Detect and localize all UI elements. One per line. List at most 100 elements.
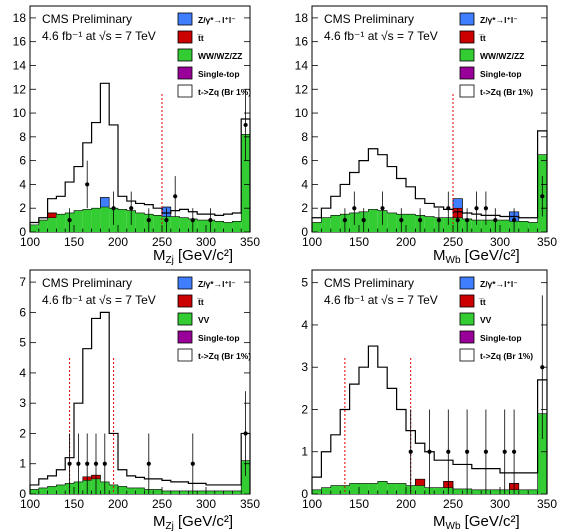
data-point [474,206,479,211]
legend-swatch [177,30,193,44]
y-tick-label: 1 [301,445,308,459]
data-point [146,461,151,466]
legend-swatch [459,12,475,26]
diboson-bar [118,209,127,232]
x-tick-label: 200 [108,235,128,249]
y-tick-label: 12 [295,82,309,96]
diboson-bar [47,486,57,494]
data-point [446,206,451,211]
legend-swatch [177,348,193,362]
diboson-bar [214,490,224,494]
diboson-bar [241,134,250,232]
signal-histogram [29,82,251,232]
legend-swatch [177,66,193,80]
y-tick-label: 16 [295,35,309,49]
x-tick-label: 100 [302,497,322,511]
x-tick-label: 300 [490,235,510,249]
y-tick-label: 10 [295,106,309,120]
diboson-bar [377,481,388,494]
legend-entry: Single-top [480,69,522,79]
x-tick-label: 100 [20,235,40,249]
chart-panel-2: 0 2 4 6 8 10 12 14 16 18 100 150 200 250 300 350 MWb [Ge… [295,5,557,266]
legend-entry: Z/γ*→l⁺l⁻ [480,279,518,289]
data-point [243,122,248,128]
diboson-bar [82,209,92,232]
diboson-bar [368,209,378,232]
diboson-bar [453,488,463,494]
diboson-bar [471,489,482,494]
x-tick-label: 350 [537,235,557,249]
legend-entry: Z/γ*→l⁺l⁻ [198,279,236,289]
signal-histogram [311,345,548,494]
diboson-bar [56,214,66,232]
data-point [455,218,460,223]
legend-entry: t->Zq (Br 1%) [480,87,533,97]
legend-entry: WW/WZ/ZZ [480,51,524,61]
data-point [111,206,116,211]
legend-entry: Z/γ*→l⁺l⁻ [480,15,518,25]
diboson-bar [91,208,101,232]
legend-entry: VV [480,315,492,325]
data-point [399,218,404,223]
x-tick-label: 150 [349,235,369,249]
diboson-bar [232,221,242,232]
diboson-bar [153,489,162,494]
legend-entry: Single-top [480,333,522,343]
diboson-bar [537,413,547,494]
data-point [436,218,441,223]
legend-swatch [459,312,475,326]
diboson-bar [368,483,378,494]
diboson-bar [330,485,341,494]
data-point [511,449,517,454]
x-tick-label: 300 [196,497,216,511]
data-point [190,218,195,223]
x-tick-label: 300 [490,497,510,511]
x-tick-label: 250 [443,497,463,511]
diboson-bar [135,212,145,232]
x-tick-label: 350 [240,235,260,249]
legend-swatch [459,30,475,44]
y-tick-label: 3 [301,360,308,374]
diboson-bar [321,217,331,232]
y-tick-label: 14 [13,58,27,72]
data-point [465,218,470,223]
data-point [418,218,423,223]
y-tick-label: 8 [19,130,26,144]
data-point [493,218,498,223]
diboson-bar [490,489,500,494]
zjets-bar [452,198,463,209]
diboson-bar [528,489,538,494]
diboson-bar [206,490,215,494]
diboson-bar [179,217,189,232]
legend-entry: t̅t [196,297,203,307]
diboson-bar [232,490,242,494]
diboson-bar [56,484,66,494]
zjets-bar [100,197,110,208]
background-outline [311,413,548,494]
diboson-bar [518,489,529,494]
diboson-bar [170,490,180,494]
data-point [380,206,385,211]
data-point [129,206,134,211]
data-point [85,182,90,187]
x-axis-title: MWb [GeV/c²] [433,513,520,532]
background-outline [29,460,251,494]
diboson-bar [30,224,39,232]
x-tick-label: 150 [64,497,84,511]
diboson-bar [179,490,189,494]
x-tick-label: 200 [396,235,416,249]
y-tick-label: 18 [295,11,309,25]
data-point [208,218,213,223]
x-tick-label: 300 [196,235,216,249]
y-tick-label: 2 [301,402,308,416]
y-tick-label: 0 [301,487,308,501]
legend-entry: t̅t [478,33,485,43]
y-tick-label: 4 [19,177,26,191]
diboson-bar [471,220,482,232]
data-point [85,461,90,466]
diboson-bar [170,216,180,232]
diboson-bar [359,483,369,494]
data-point [76,461,81,466]
diboson-bar [197,220,206,232]
diboson-bar [434,487,444,494]
